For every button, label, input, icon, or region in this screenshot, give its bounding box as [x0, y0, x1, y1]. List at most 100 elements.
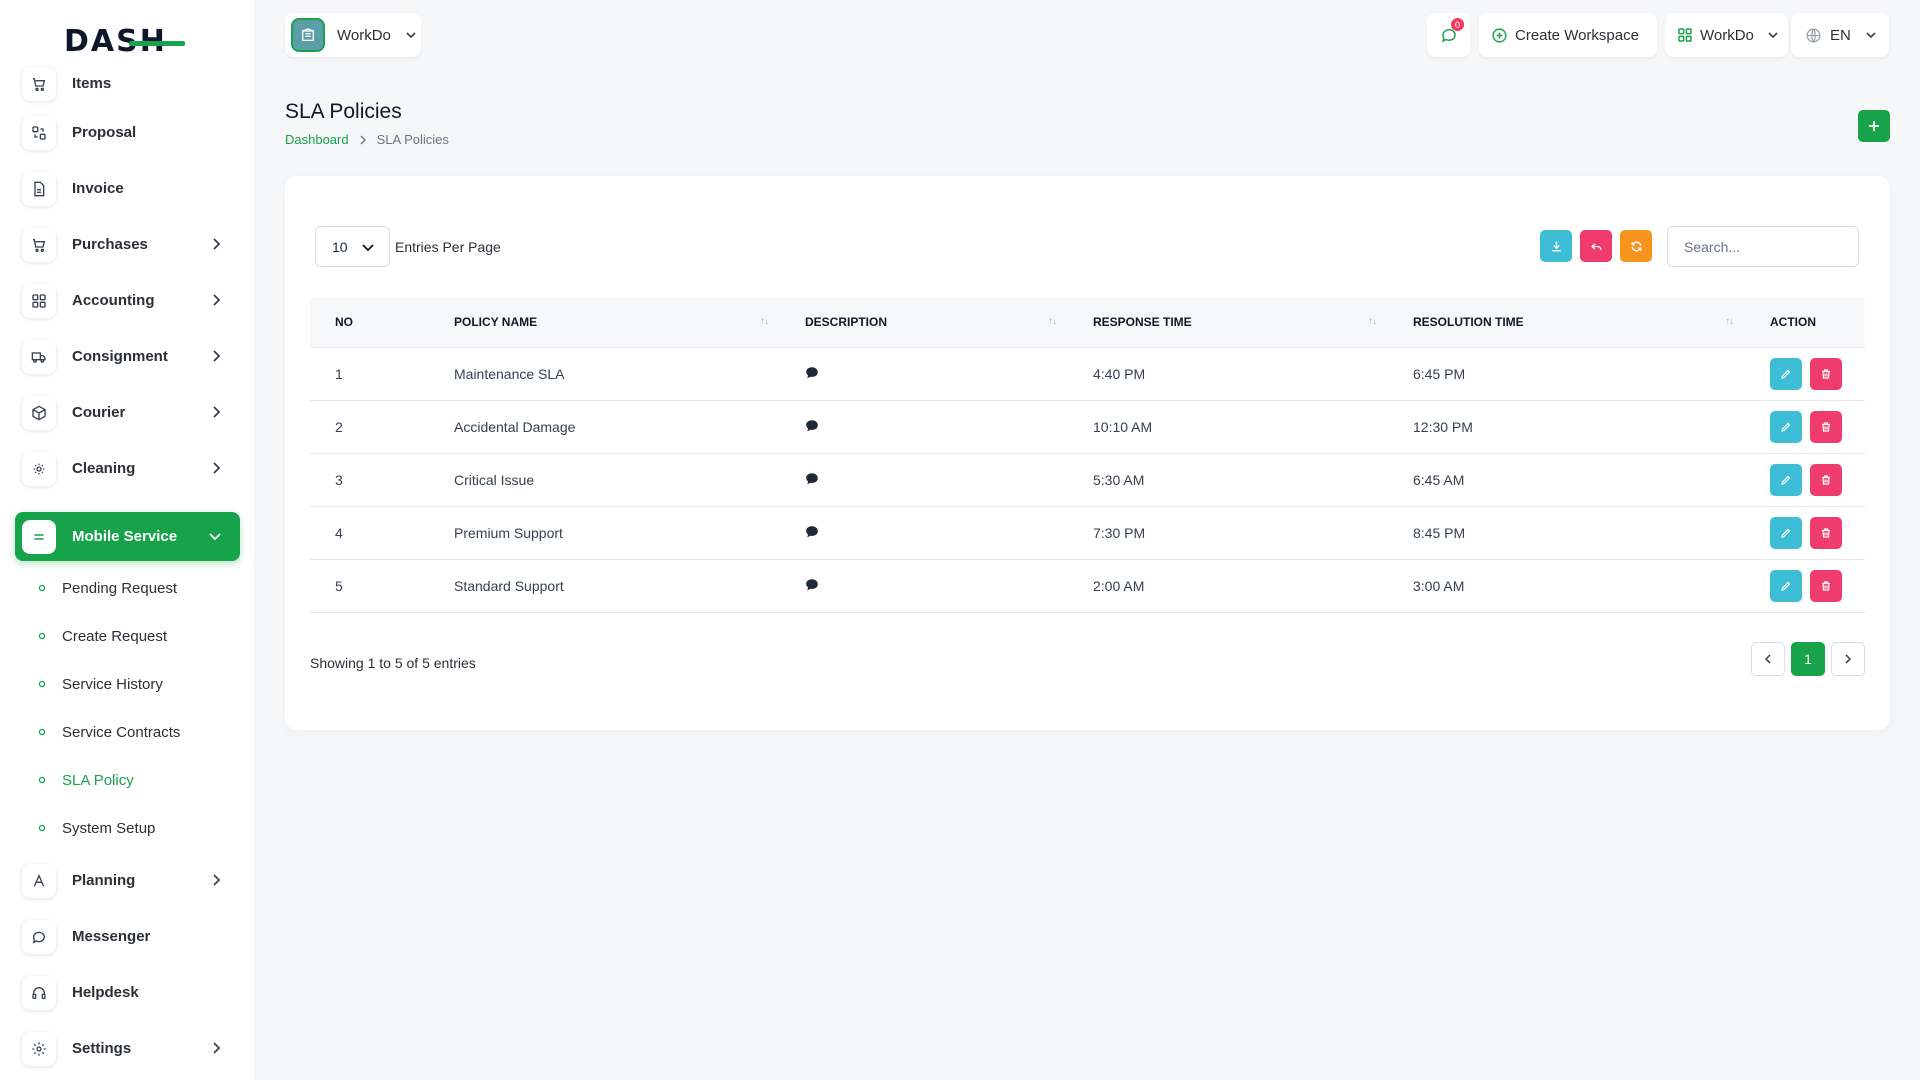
subnav-item-service-history[interactable]: Service History — [38, 669, 163, 699]
column-header-response-time[interactable]: Response Time ↑↓ — [1093, 315, 1377, 330]
sidebar-item-label: Courier — [72, 404, 126, 421]
sort-icon: ↑↓ — [1048, 316, 1057, 327]
sidebar-item-cleaning[interactable]: Cleaning — [15, 444, 240, 493]
cell-response-time: 10:10 AM — [1093, 418, 1153, 435]
workspace-logo-icon — [291, 18, 325, 52]
cell-actions — [1745, 453, 1865, 506]
subnav-label: Create Request — [62, 627, 168, 645]
sidebar-item-messenger[interactable]: Messenger — [15, 912, 240, 961]
cell-description — [780, 347, 1068, 400]
column-header-description[interactable]: Description ↑↓ — [805, 315, 1057, 330]
comment-icon[interactable] — [805, 525, 819, 538]
sidebar-item-items[interactable]: Items — [15, 59, 240, 108]
cart-icon — [22, 227, 56, 262]
sun-icon — [22, 451, 56, 486]
truck-icon — [22, 339, 56, 374]
bullet-icon — [38, 584, 46, 592]
sidebar-item-courier[interactable]: Courier — [15, 388, 240, 437]
messages-button[interactable]: 0 — [1427, 13, 1470, 57]
search-input[interactable] — [1667, 226, 1859, 267]
chevron-right-icon — [213, 462, 221, 474]
cell-actions — [1745, 506, 1865, 559]
comment-icon[interactable] — [805, 366, 819, 379]
sidebar-item-settings[interactable]: Settings — [15, 1024, 240, 1073]
delete-button[interactable] — [1810, 410, 1842, 443]
sidebar-item-proposal[interactable]: Proposal — [15, 108, 240, 157]
cell-policy-name: Standard Support — [454, 577, 564, 594]
reset-button[interactable] — [1580, 230, 1612, 262]
comment-icon[interactable] — [805, 472, 819, 485]
page-1-button[interactable]: 1 — [1791, 642, 1825, 676]
export-button[interactable] — [1540, 230, 1572, 262]
subnav-item-pending-request[interactable]: Pending Request — [38, 573, 177, 603]
sla-policies-card: 10 Entries Per Page No Policy Name↑↓ Des… — [285, 176, 1890, 730]
cell-no: 5 — [335, 577, 343, 594]
delete-button[interactable] — [1810, 569, 1842, 602]
pencil-icon — [1781, 528, 1791, 538]
reload-button[interactable] — [1620, 230, 1652, 262]
sidebar-item-mobile-service[interactable]: Mobile Service — [15, 512, 240, 561]
breadcrumb: Dashboard SLA Policies — [285, 132, 449, 147]
entries-per-page-select[interactable]: 10 — [315, 226, 390, 267]
sidebar-item-accounting[interactable]: Accounting — [15, 276, 240, 325]
delete-button[interactable] — [1810, 357, 1842, 390]
sidebar-item-invoice[interactable]: Invoice — [15, 164, 240, 213]
plus-icon — [1869, 121, 1879, 131]
comment-icon[interactable] — [805, 419, 819, 432]
breadcrumb-dashboard-link[interactable]: Dashboard — [285, 132, 349, 147]
edit-button[interactable] — [1770, 463, 1802, 496]
sidebar-item-purchases[interactable]: Purchases — [15, 220, 240, 269]
column-header-resolution-time[interactable]: Resolution Time ↑↓ — [1413, 315, 1734, 330]
sidebar-item-consignment[interactable]: Consignment — [15, 332, 240, 381]
sidebar-item-planning[interactable]: Planning — [15, 856, 240, 905]
subnav-item-service-contracts[interactable]: Service Contracts — [38, 717, 180, 747]
chevron-left-icon — [1764, 654, 1771, 664]
delete-button[interactable] — [1810, 516, 1842, 549]
chevron-right-icon — [213, 874, 221, 886]
chevron-right-icon — [213, 238, 221, 250]
edit-button[interactable] — [1770, 357, 1802, 390]
sidebar-item-label: Purchases — [72, 236, 148, 253]
workspace-menu-button[interactable]: WorkDo — [1665, 13, 1788, 57]
language-selector[interactable]: EN — [1791, 13, 1889, 57]
subnav-label: Service History — [62, 675, 163, 693]
subnav-item-create-request[interactable]: Create Request — [38, 621, 167, 651]
edit-button[interactable] — [1770, 410, 1802, 443]
sla-policies-table: No Policy Name ↑↓ Description ↑↓ Response … — [310, 298, 1865, 613]
table-row: 2 Accidental Damage 10:10 AM 12:30 PM — [310, 400, 1865, 453]
prev-page-button[interactable] — [1751, 642, 1785, 676]
sort-icon: ↑↓ — [1725, 316, 1734, 327]
add-policy-button[interactable] — [1858, 110, 1890, 142]
column-header-no[interactable]: No — [335, 315, 353, 330]
subnav-item-system-setup[interactable]: System Setup — [38, 813, 155, 843]
workspace-switcher[interactable]: WorkDo — [285, 13, 421, 57]
subnav-item-sla-policy[interactable]: SLA Policy — [38, 765, 134, 795]
delete-button[interactable] — [1810, 463, 1842, 496]
chat-icon — [22, 919, 56, 954]
chevron-right-icon — [213, 1042, 221, 1054]
subnav-label: Service Contracts — [62, 723, 181, 741]
globe-icon — [1806, 27, 1821, 43]
undo-icon — [1590, 242, 1602, 250]
cell-no: 2 — [335, 418, 343, 435]
brand-logo[interactable]: DASH — [64, 24, 185, 59]
sidebar-item-label: Proposal — [72, 124, 137, 141]
cell-response-time: 2:00 AM — [1093, 577, 1145, 594]
cell-no: 4 — [335, 524, 343, 541]
edit-button[interactable] — [1770, 516, 1802, 549]
sidebar-item-label: Mobile Service — [72, 528, 178, 545]
column-header-policy-name[interactable]: Policy Name ↑↓ — [454, 315, 769, 330]
logo-underline — [128, 40, 185, 46]
sidebar-item-label: Settings — [72, 1040, 132, 1057]
next-page-button[interactable] — [1831, 642, 1865, 676]
per-page-value: 10 — [332, 238, 348, 255]
edit-button[interactable] — [1770, 569, 1802, 602]
workspace-name: WorkDo — [337, 26, 391, 44]
comment-icon[interactable] — [805, 578, 819, 591]
sidebar-item-helpdesk[interactable]: Helpdesk — [15, 968, 240, 1017]
cell-policy-name: Accidental Damage — [454, 418, 576, 435]
create-workspace-button[interactable]: Create Workspace — [1479, 13, 1657, 57]
entries-per-page-label: Entries Per Page — [395, 239, 501, 255]
grid-icon — [22, 283, 56, 318]
pencil-icon — [1781, 422, 1791, 432]
